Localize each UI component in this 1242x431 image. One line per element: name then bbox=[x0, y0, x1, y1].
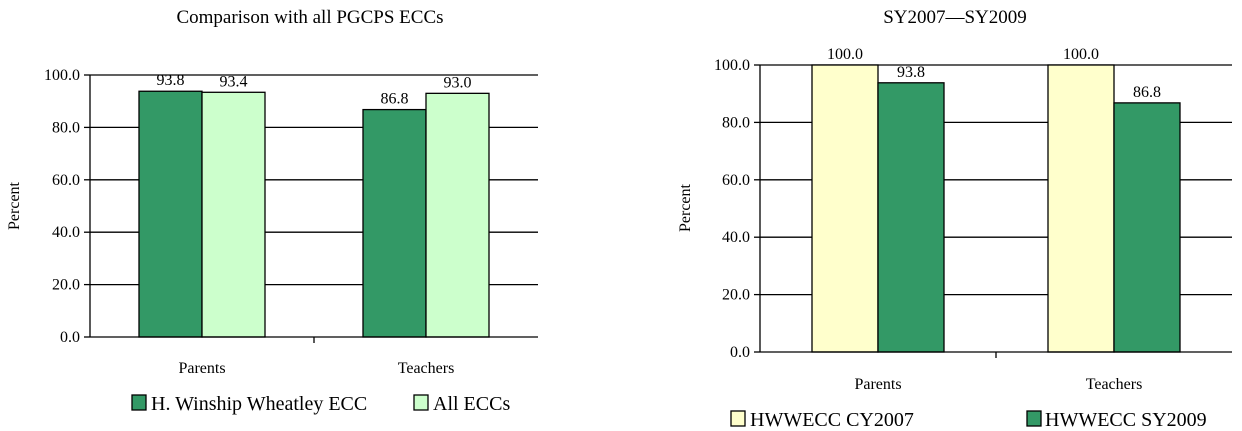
data-label: 86.8 bbox=[381, 91, 409, 108]
chart-2: SY2007—SY2009 0.0 20.0 40.0 60.0 80.0 100.0 Per… bbox=[677, 7, 1232, 431]
bar bbox=[138, 90, 203, 338]
data-label: 100.0 bbox=[827, 46, 863, 63]
chart-title: Comparison with all PGCPS ECCs bbox=[176, 7, 443, 28]
y-tick-label: 20.0 bbox=[52, 277, 80, 294]
data-label: 93.0 bbox=[444, 74, 472, 91]
chart-title: SY2007—SY2009 bbox=[883, 7, 1027, 28]
bar bbox=[362, 108, 427, 338]
category-label: Teachers bbox=[1086, 376, 1143, 393]
data-label: 100.0 bbox=[1063, 46, 1099, 63]
data-label: 93.4 bbox=[220, 73, 248, 90]
data-label: 93.8 bbox=[897, 64, 925, 81]
category-label: Parents bbox=[854, 376, 901, 393]
bar bbox=[811, 64, 879, 353]
y-axis-label: Percent bbox=[677, 183, 694, 232]
y-tick-label: 80.0 bbox=[52, 119, 80, 136]
legend-label: All ECCs bbox=[433, 393, 510, 415]
y-tick-label: 0.0 bbox=[60, 329, 80, 346]
bar bbox=[1113, 102, 1181, 353]
legend-swatch bbox=[131, 394, 147, 411]
data-label: 93.8 bbox=[157, 72, 185, 89]
y-tick-label: 40.0 bbox=[722, 229, 750, 246]
y-tick-label: 60.0 bbox=[52, 172, 80, 189]
y-tick-label: 0.0 bbox=[730, 344, 750, 361]
y-tick-label: 100.0 bbox=[714, 57, 750, 74]
data-label: 86.8 bbox=[1133, 84, 1161, 101]
legend-label: HWWECC SY2009 bbox=[1045, 409, 1207, 431]
bar bbox=[201, 91, 266, 338]
bar bbox=[1047, 64, 1115, 353]
y-tick-label: 100.0 bbox=[44, 67, 80, 84]
y-tick-label: 60.0 bbox=[722, 172, 750, 189]
category-label: Teachers bbox=[398, 360, 455, 377]
legend-label: H. Winship Wheatley ECC bbox=[151, 393, 367, 415]
bar bbox=[425, 92, 490, 338]
y-tick-label: 20.0 bbox=[722, 287, 750, 304]
legend-swatch bbox=[413, 394, 429, 411]
chart-1: Comparison with all PGCPS ECCs 0.0 20.0 40.… bbox=[6, 7, 538, 415]
bar bbox=[877, 82, 945, 353]
y-axis-label: Percent bbox=[6, 181, 23, 230]
legend-label: HWWECC CY2007 bbox=[750, 409, 914, 431]
y-tick-label: 40.0 bbox=[52, 224, 80, 241]
legend-swatch bbox=[730, 410, 746, 427]
y-tick-label: 80.0 bbox=[722, 114, 750, 131]
category-label: Parents bbox=[178, 360, 225, 377]
legend-swatch bbox=[1026, 410, 1042, 427]
